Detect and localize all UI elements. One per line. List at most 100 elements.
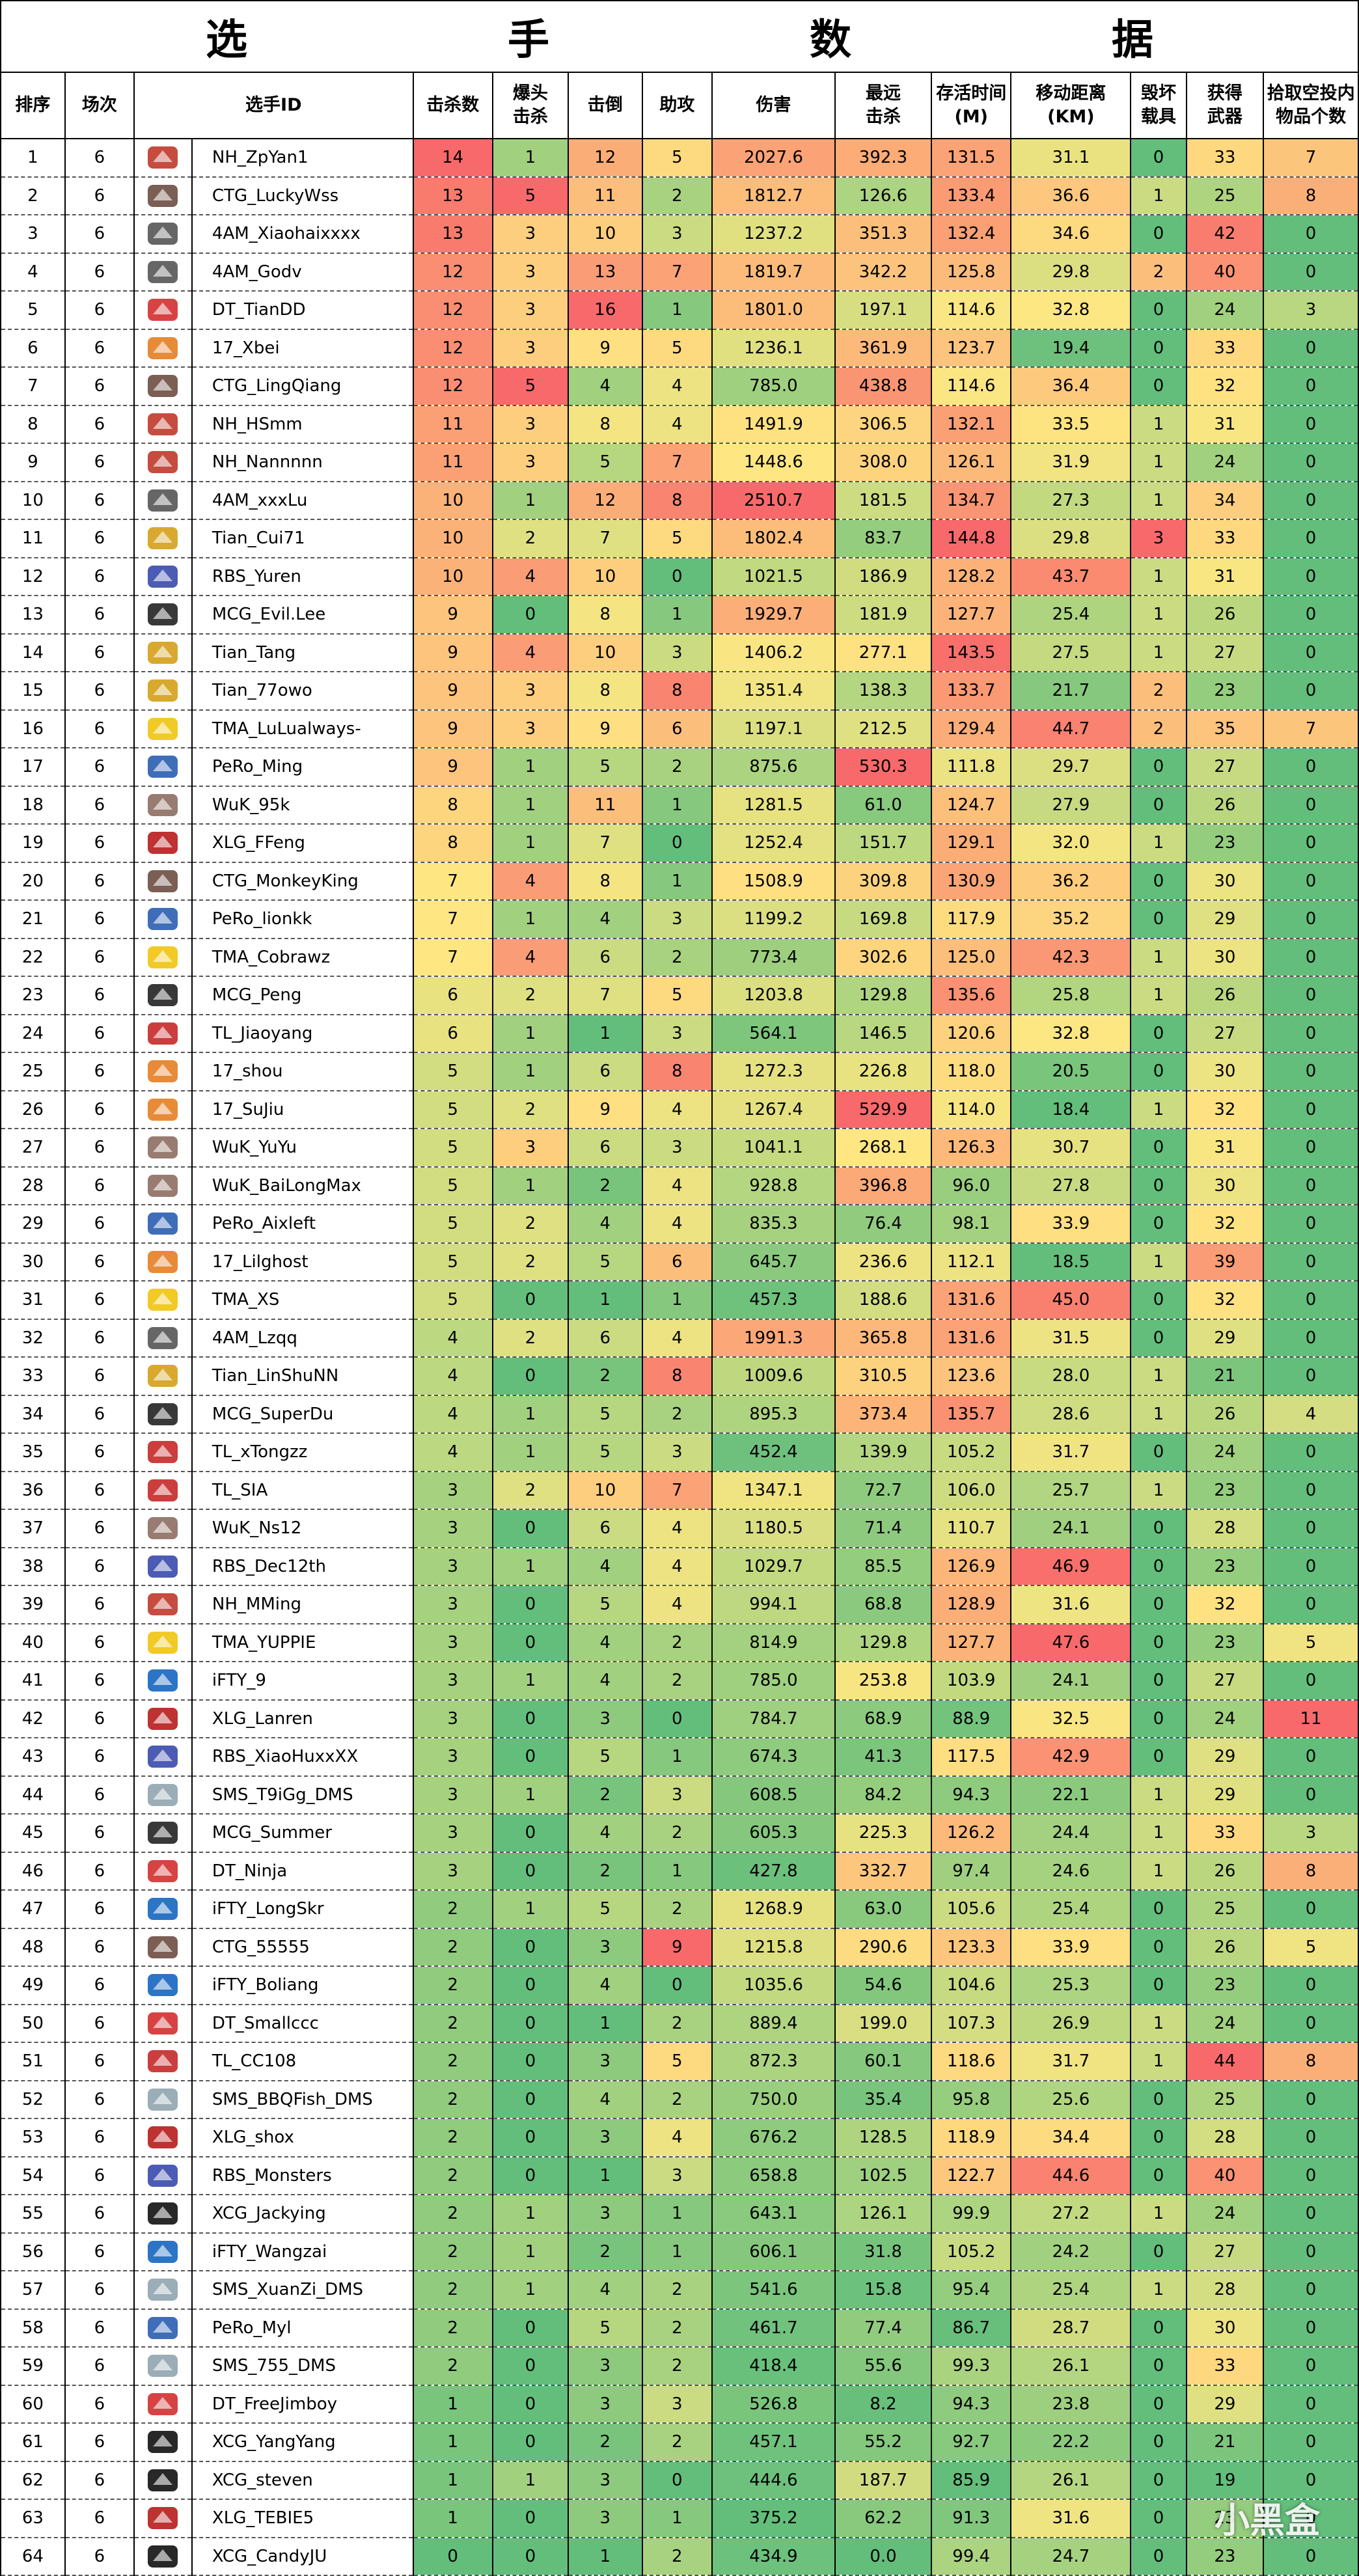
cell-survival-time: 88.9 <box>931 1699 1012 1738</box>
cell-damage: 1215.8 <box>711 1928 836 1967</box>
cell-damage: 1991.3 <box>711 1319 836 1358</box>
cell-weapons-acquired: 32 <box>1185 1281 1265 1320</box>
cell-assists: 1 <box>641 2499 713 2538</box>
cell-player-id: RBS_XiaoHuxxXX <box>191 1738 414 1777</box>
cell-matches: 6 <box>64 2537 135 2576</box>
cell-knockdowns: 8 <box>567 862 643 901</box>
cell-kills: 2 <box>412 2271 493 2310</box>
cell-knockdowns: 4 <box>567 1966 643 2005</box>
cell-longest-kill: 126.6 <box>834 176 933 215</box>
cell-weapons-acquired: 29 <box>1185 1775 1265 1815</box>
cell-headshots: 3 <box>491 253 569 292</box>
cell-vehicles-destroyed: 0 <box>1130 1966 1187 2005</box>
cell-longest-kill: 181.5 <box>834 481 933 520</box>
cell-move-distance: 31.6 <box>1010 2499 1132 2538</box>
team-logo <box>133 1738 193 1777</box>
cell-player-id: XLG_FFeng <box>191 824 414 863</box>
cell-vehicles-destroyed: 0 <box>1130 1738 1187 1777</box>
cell-matches: 6 <box>64 2461 135 2500</box>
cell-assists: 5 <box>641 976 713 1015</box>
cell-weapons-acquired: 25 <box>1185 2080 1265 2119</box>
cell-player-id: SMS_T9iGg_DMS <box>191 1775 414 1815</box>
cell-airdrop-items: 3 <box>1263 291 1359 330</box>
cell-damage: 1197.1 <box>711 709 836 748</box>
cell-vehicles-destroyed: 0 <box>1130 1623 1187 1662</box>
cell-damage: 1041.1 <box>711 1129 836 1168</box>
cell-longest-kill: 128.5 <box>834 2118 933 2158</box>
cell-longest-kill: 308.0 <box>834 443 933 482</box>
cell-damage: 750.0 <box>711 2080 836 2119</box>
cell-longest-kill: 60.1 <box>834 2042 933 2081</box>
table-row: 47 6 iFTY_LongSkr 2 1 5 2 1268.9 63.0 105.6 25.4 0 2… <box>0 1890 1359 1929</box>
cell-damage: 1237.2 <box>711 215 836 254</box>
table-row: 51 6 TL_CC108 2 0 3 5 872.3 60.1 118.6 31.7 1 44 8 <box>0 2042 1359 2081</box>
title-char-2: 手 <box>508 16 549 64</box>
cell-headshots: 0 <box>491 1623 569 1662</box>
header-kills: 击杀数 <box>412 72 493 139</box>
cell-assists: 8 <box>641 1357 713 1396</box>
cell-longest-kill: 236.6 <box>834 1242 933 1281</box>
team-logo-icon <box>144 2008 182 2038</box>
cell-assists: 3 <box>641 1433 713 1472</box>
table-row: 53 6 XLG_shox 2 0 3 4 676.2 128.5 118.9 34.4 0 28 0 <box>0 2118 1359 2158</box>
table-row: 45 6 MCG_Summer 3 0 4 2 605.3 225.3 126.2 24.4 1 33 3 <box>0 1814 1359 1853</box>
cell-longest-kill: 146.5 <box>834 1014 933 1053</box>
cell-headshots: 1 <box>491 481 569 520</box>
header-weapons-acquired: 获得 武器 <box>1185 72 1265 139</box>
cell-weapons-acquired: 21 <box>1185 1357 1265 1396</box>
table-row: 26 6 17_SuJiu 5 2 9 4 1267.4 529.9 114.0 18.4 1 32 0 <box>0 1090 1359 1129</box>
cell-matches: 6 <box>64 1014 135 1053</box>
cell-rank: 49 <box>0 1966 66 2005</box>
cell-headshots: 0 <box>491 2042 569 2081</box>
cell-move-distance: 26.1 <box>1010 2461 1132 2500</box>
cell-move-distance: 29.8 <box>1010 253 1132 292</box>
cell-damage: 564.1 <box>711 1014 836 1053</box>
cell-survival-time: 103.9 <box>931 1662 1012 1701</box>
cell-airdrop-items: 0 <box>1263 786 1359 825</box>
team-logo <box>133 1166 193 1205</box>
cell-move-distance: 26.1 <box>1010 2347 1132 2386</box>
cell-assists: 4 <box>641 405 713 444</box>
cell-move-distance: 24.1 <box>1010 1662 1132 1701</box>
team-logo <box>133 633 193 672</box>
cell-survival-time: 105.2 <box>931 1433 1012 1472</box>
cell-survival-time: 99.9 <box>931 2195 1012 2234</box>
cell-assists: 8 <box>641 481 713 520</box>
cell-longest-kill: 71.4 <box>834 1509 933 1548</box>
cell-player-id: TL_SIA <box>191 1471 414 1510</box>
cell-move-distance: 33.9 <box>1010 1205 1132 1244</box>
cell-assists: 5 <box>641 2042 713 2081</box>
team-logo-icon <box>144 1856 182 1886</box>
header-vehicles-destroyed: 毁坏 载具 <box>1130 72 1187 139</box>
cell-move-distance: 24.6 <box>1010 1852 1132 1891</box>
cell-vehicles-destroyed: 0 <box>1130 1129 1187 1168</box>
cell-matches: 6 <box>64 1623 135 1662</box>
cell-matches: 6 <box>64 367 135 406</box>
cell-vehicles-destroyed: 0 <box>1130 1014 1187 1053</box>
team-logo <box>133 2004 193 2043</box>
cell-rank: 45 <box>0 1814 66 1853</box>
cell-rank: 56 <box>0 2232 66 2271</box>
team-logo-icon <box>144 333 182 363</box>
cell-damage: 676.2 <box>711 2118 836 2158</box>
cell-rank: 46 <box>0 1852 66 1891</box>
header-rank: 排序 <box>0 72 66 139</box>
cell-airdrop-items: 0 <box>1263 1319 1359 1358</box>
cell-longest-kill: 76.4 <box>834 1205 933 1244</box>
cell-move-distance: 31.9 <box>1010 443 1132 482</box>
cell-headshots: 0 <box>491 2309 569 2348</box>
team-logo-icon <box>144 2046 182 2076</box>
cell-rank: 12 <box>0 557 66 596</box>
cell-rank: 53 <box>0 2118 66 2158</box>
cell-assists: 6 <box>641 709 713 748</box>
cell-survival-time: 117.9 <box>931 900 1012 939</box>
cell-headshots: 3 <box>491 291 569 330</box>
cell-assists: 3 <box>641 1129 713 1168</box>
header-matches: 场次 <box>64 72 135 139</box>
cell-longest-kill: 63.0 <box>834 1890 933 1929</box>
cell-rank: 64 <box>0 2537 66 2576</box>
cell-damage: 1347.1 <box>711 1471 836 1510</box>
team-logo-icon <box>144 1399 182 1429</box>
team-logo-icon <box>144 447 182 477</box>
